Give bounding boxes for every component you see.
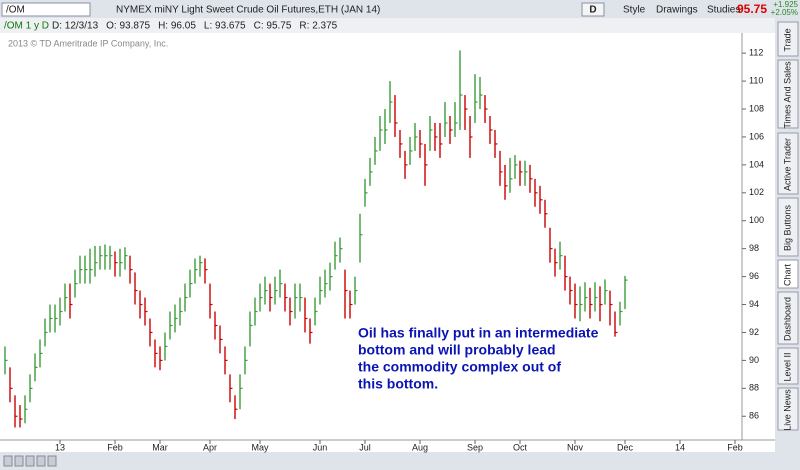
side-tab[interactable] bbox=[777, 21, 799, 57]
y-tick-label: 92 bbox=[749, 327, 759, 337]
annotation: bottom and will probably lead bbox=[358, 342, 556, 358]
y-tick-label: 106 bbox=[749, 131, 764, 141]
x-tick-label: Feb bbox=[727, 442, 743, 452]
bottom-toolbar bbox=[0, 452, 775, 470]
drawings-button[interactable]: Drawings bbox=[656, 5, 698, 16]
side-tab[interactable] bbox=[777, 347, 799, 385]
x-tick-label: Nov bbox=[567, 442, 584, 452]
chart-symbol: /OM 1 y D bbox=[4, 21, 49, 32]
info-field: C: 95.75 bbox=[254, 21, 292, 32]
period-button[interactable] bbox=[581, 2, 605, 17]
toolbar-icon[interactable] bbox=[36, 455, 46, 467]
side-tab[interactable] bbox=[777, 197, 799, 257]
symbol: /OM bbox=[6, 5, 25, 16]
info-field: D: 12/3/13 bbox=[52, 21, 99, 32]
toolbar-icon[interactable] bbox=[47, 455, 57, 467]
change: +1.925 bbox=[773, 0, 798, 9]
side-tab[interactable] bbox=[777, 59, 799, 129]
x-tick-label: Dec bbox=[617, 442, 634, 452]
side-tab[interactable] bbox=[777, 291, 799, 345]
change-pct: +2.05% bbox=[771, 8, 798, 17]
side-tab-label: Times And Sales bbox=[782, 61, 792, 129]
info-bar bbox=[0, 18, 775, 33]
y-tick-label: 90 bbox=[749, 355, 759, 365]
info-field: H: 96.05 bbox=[158, 21, 196, 32]
y-tick-label: 100 bbox=[749, 215, 764, 225]
x-tick-label: 14 bbox=[675, 442, 685, 452]
y-tick-label: 94 bbox=[749, 299, 759, 309]
side-tab[interactable] bbox=[777, 132, 799, 195]
info-field: R: 2.375 bbox=[299, 21, 337, 32]
side-tab[interactable] bbox=[777, 259, 799, 289]
x-tick-label: 13 bbox=[55, 442, 65, 452]
side-tab-label: Active Trader bbox=[782, 138, 792, 191]
style-button[interactable]: Style bbox=[623, 5, 646, 16]
x-tick-label: Jul bbox=[359, 442, 371, 452]
toolbar-icon[interactable] bbox=[14, 455, 24, 467]
toolbar-icon[interactable] bbox=[3, 455, 13, 467]
x-tick-label: May bbox=[251, 442, 269, 452]
period-button-label: D bbox=[589, 5, 596, 16]
info-field: O: 93.875 bbox=[106, 21, 150, 32]
x-tick-label: Jun bbox=[313, 442, 328, 452]
x-tick-label: Sep bbox=[467, 442, 483, 452]
side-tab[interactable] bbox=[777, 387, 799, 431]
toolbar-icon[interactable] bbox=[25, 455, 35, 467]
x-tick-label: Apr bbox=[203, 442, 217, 452]
x-tick-label: Feb bbox=[107, 442, 123, 452]
y-tick-label: 112 bbox=[749, 48, 763, 58]
y-tick-label: 96 bbox=[749, 271, 759, 281]
side-tab-label: Chart bbox=[782, 264, 792, 287]
y-tick-label: 86 bbox=[749, 411, 759, 421]
watermark: 2013 © TD Ameritrade IP Company, Inc. bbox=[8, 38, 168, 48]
y-tick-label: 104 bbox=[749, 159, 764, 169]
x-tick-label: Mar bbox=[152, 442, 168, 452]
symbol-box[interactable] bbox=[1, 2, 91, 17]
side-tab-label: Dashboard bbox=[782, 297, 792, 341]
y-tick-label: 88 bbox=[749, 383, 759, 393]
y-tick-label: 102 bbox=[749, 187, 764, 197]
side-tab-label: Trade bbox=[782, 28, 792, 51]
side-tab-label: Big Buttons bbox=[782, 204, 792, 251]
x-tick-label: Oct bbox=[513, 442, 528, 452]
annotation: this bottom. bbox=[358, 376, 438, 392]
y-tick-label: 108 bbox=[749, 103, 764, 113]
annotation: the commodity complex out of bbox=[358, 359, 561, 375]
description: NYMEX miNY Light Sweet Crude Oil Futures… bbox=[116, 5, 380, 16]
side-tab-label: Live News bbox=[782, 389, 792, 431]
side-tab-label: Level II bbox=[782, 352, 792, 381]
annotation: Oil has finally put in an intermediate bbox=[358, 325, 599, 341]
y-tick-label: 110 bbox=[749, 75, 763, 85]
studies-button[interactable]: Studies bbox=[707, 5, 740, 16]
info-field: L: 93.675 bbox=[204, 21, 246, 32]
y-tick-label: 98 bbox=[749, 243, 759, 253]
x-tick-label: Aug bbox=[412, 442, 428, 452]
last-price: 95.75 bbox=[737, 2, 767, 16]
